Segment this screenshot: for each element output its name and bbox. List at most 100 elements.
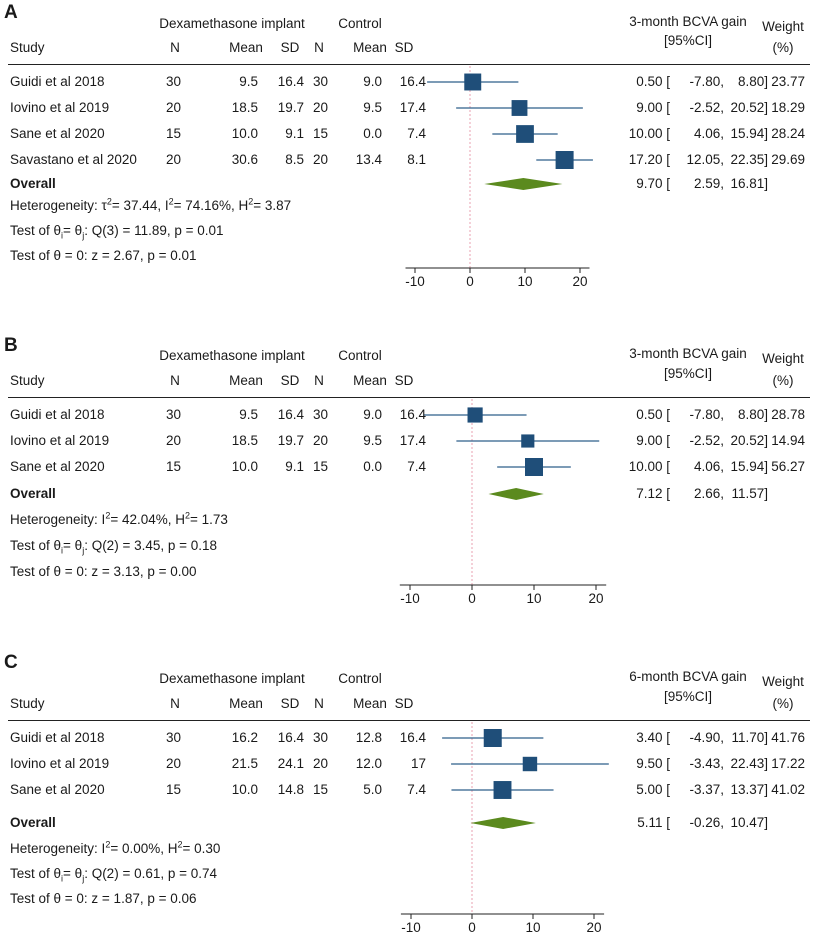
study-name: Guidi et al 2018 <box>10 74 105 89</box>
overall-effect: 9.70 [ <box>636 176 670 191</box>
header-mean: Mean <box>353 373 387 388</box>
ci-upper: 22.43] <box>730 756 768 771</box>
study-marker <box>511 100 528 116</box>
overall-diamond <box>484 178 563 190</box>
effect-size: 9.50 [ <box>636 756 670 771</box>
n-treatment: 20 <box>165 756 181 771</box>
mean-control: 9.5 <box>363 433 382 448</box>
header-mean: Mean <box>353 40 387 55</box>
sd-treatment: 16.4 <box>277 407 304 422</box>
effect-size: 10.00 [ <box>628 126 670 141</box>
n-treatment: 20 <box>165 152 181 167</box>
weight: 41.76 <box>771 730 805 745</box>
overall-ci-upper: 11.57] <box>731 486 768 501</box>
ci-upper: 11.70] <box>731 730 768 745</box>
test-groups-stat: Test of θi= θj: Q(2) = 3.45, p = 0.18 <box>10 538 218 556</box>
sd-control: 7.4 <box>407 782 426 797</box>
study-name: Guidi et al 2018 <box>10 407 105 422</box>
sd-control: 17.4 <box>399 100 426 115</box>
header-sd: SD <box>280 40 300 55</box>
mean-treatment: 9.5 <box>239 74 258 89</box>
n-control: 30 <box>312 74 328 89</box>
sd-treatment: 9.1 <box>285 126 304 141</box>
header-sd: SD <box>280 373 300 388</box>
header-sd: SD <box>394 373 414 388</box>
header-weight: Weight <box>762 351 804 366</box>
header-effect: 3-month BCVA gain <box>629 14 747 29</box>
mean-treatment: 10.0 <box>231 126 258 141</box>
heterogeneity-stat: Heterogeneity: I2= 0.00%, H2= 0.30 <box>10 839 221 856</box>
n-control: 30 <box>312 407 328 422</box>
weight: 41.02 <box>771 782 805 797</box>
heterogeneity-stat: Heterogeneity: I2= 42.04%, H2= 1.73 <box>10 510 228 527</box>
mean-control: 9.0 <box>363 407 382 422</box>
overall-diamond <box>470 817 536 829</box>
study-marker <box>521 434 535 448</box>
mean-control: 5.0 <box>363 782 382 797</box>
study-name: Sane et al 2020 <box>10 782 105 797</box>
sd-control: 17 <box>410 756 426 771</box>
study-name: Savastano et al 2020 <box>10 152 137 167</box>
header-ci: [95%CI] <box>663 366 713 381</box>
header-mean: Mean <box>353 696 387 711</box>
overall-ci-lower: 2.59, <box>693 176 724 191</box>
mean-control: 0.0 <box>363 126 382 141</box>
weight: 17.22 <box>771 756 805 771</box>
n-treatment: 15 <box>165 126 181 141</box>
x-tick-label: 20 <box>586 920 602 935</box>
sd-control: 17.4 <box>399 433 426 448</box>
header-group-control: Control <box>338 16 382 31</box>
sd-control: 7.4 <box>407 459 426 474</box>
x-tick-label: 20 <box>572 274 588 289</box>
x-tick-label: -10 <box>405 274 425 289</box>
mean-treatment: 30.6 <box>231 152 258 167</box>
header-group-treatment: Dexamethasone implant <box>159 16 305 31</box>
sd-treatment: 24.1 <box>277 756 304 771</box>
study-marker <box>464 73 482 91</box>
overall-effect: 5.11 [ <box>637 815 670 830</box>
overall-ci-upper: 10.47] <box>730 815 768 830</box>
header-effect: 3-month BCVA gain <box>629 346 747 361</box>
study-name: Iovino et al 2019 <box>10 756 110 771</box>
ci-lower: 4.06, <box>693 459 724 474</box>
n-control: 30 <box>312 730 328 745</box>
sd-control: 16.4 <box>399 74 426 89</box>
sd-treatment: 19.7 <box>277 100 304 115</box>
study-marker <box>522 756 538 772</box>
ci-lower: 4.06, <box>693 126 724 141</box>
header-n: N <box>170 40 180 55</box>
ci-lower: -3.37, <box>689 782 724 797</box>
ci-upper: 15.94] <box>730 459 768 474</box>
sd-control: 16.4 <box>399 730 426 745</box>
ci-upper: 13.37] <box>730 782 768 797</box>
n-treatment: 15 <box>165 782 181 797</box>
panel-label: C <box>4 652 18 673</box>
header-n: N <box>170 373 180 388</box>
x-tick-label: 0 <box>466 274 474 289</box>
n-control: 15 <box>312 459 328 474</box>
ci-upper: 15.94] <box>730 126 768 141</box>
test-zero-stat: Test of θ = 0: z = 1.87, p = 0.06 <box>10 891 197 906</box>
mean-control: 12.0 <box>355 756 382 771</box>
ci-upper: 20.52] <box>730 433 768 448</box>
effect-size: 5.00 [ <box>636 782 670 797</box>
test-groups-stat: Test of θi= θj: Q(2) = 0.61, p = 0.74 <box>10 866 218 884</box>
header-rule <box>8 720 810 721</box>
header-group-control: Control <box>338 348 382 363</box>
weight: 14.94 <box>771 433 805 448</box>
overall-label: Overall <box>10 486 56 501</box>
ci-lower: -4.90, <box>689 730 724 745</box>
study-name: Sane et al 2020 <box>10 459 105 474</box>
overall-effect: 7.12 [ <box>636 486 670 501</box>
mean-control: 0.0 <box>363 459 382 474</box>
n-control: 20 <box>312 152 328 167</box>
sd-treatment: 19.7 <box>277 433 304 448</box>
mean-treatment: 16.2 <box>231 730 258 745</box>
header-ci: [95%CI] <box>663 689 713 704</box>
header-sd: SD <box>394 40 414 55</box>
header-group-control: Control <box>338 671 382 686</box>
sd-treatment: 16.4 <box>277 730 304 745</box>
n-treatment: 30 <box>165 407 181 422</box>
study-marker <box>467 407 483 423</box>
header-mean: Mean <box>229 40 263 55</box>
